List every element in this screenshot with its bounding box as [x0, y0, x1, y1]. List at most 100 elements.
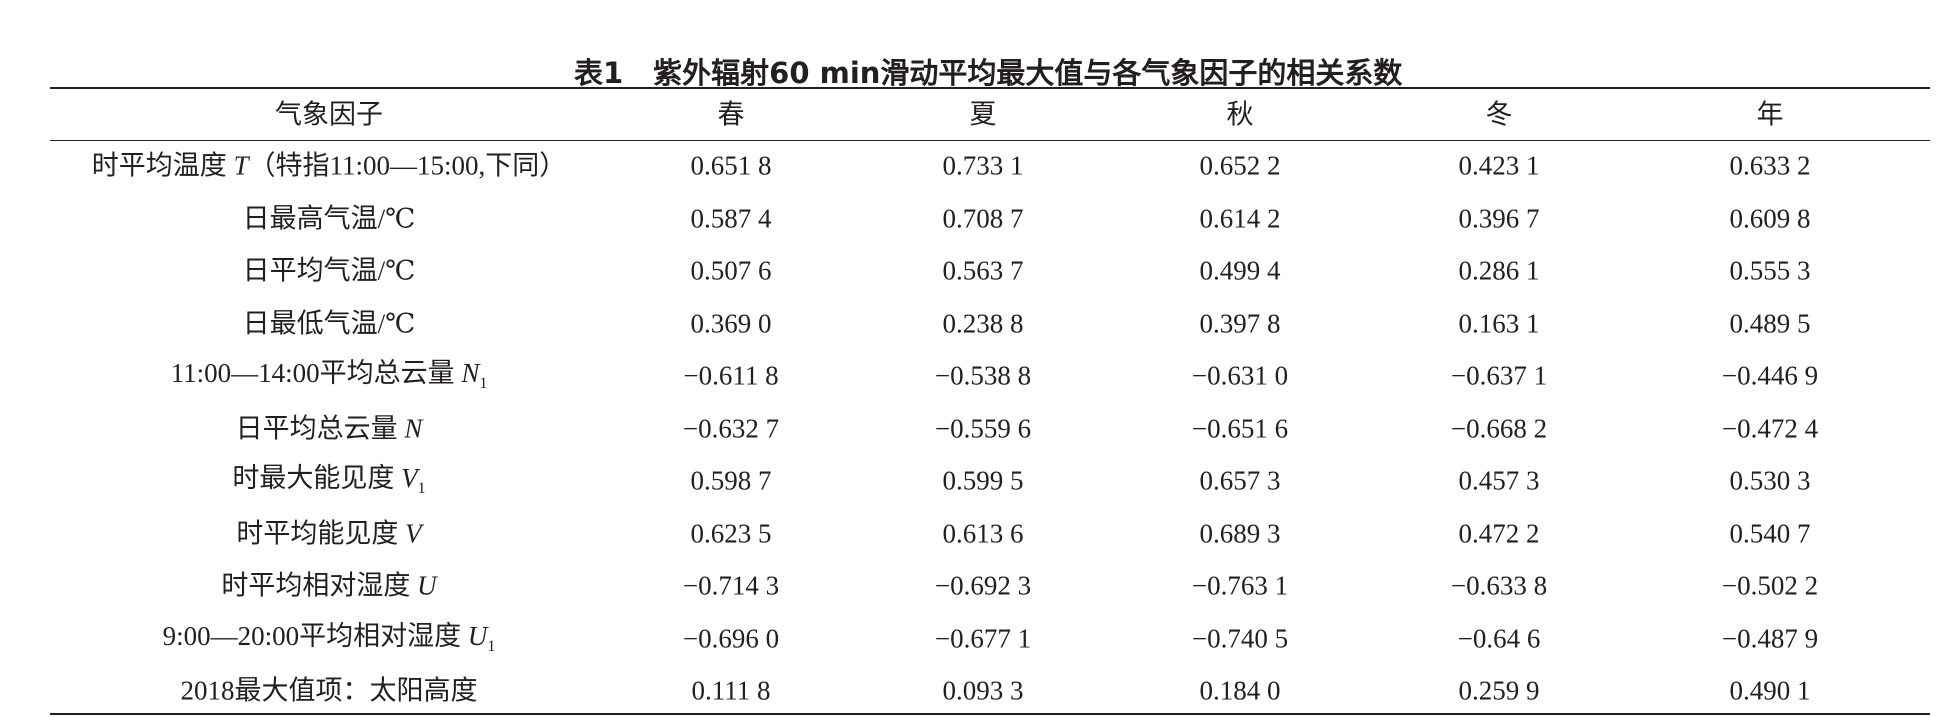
value-cell: −0.446 9 [1721, 360, 1819, 391]
factor-cell: 时平均相对湿度 U [221, 570, 437, 601]
header-cell: 夏 [969, 99, 997, 130]
value-cell: −0.611 8 [683, 360, 779, 391]
value-cell: −0.763 1 [1191, 570, 1289, 601]
value-cell: 0.689 3 [1199, 518, 1281, 548]
value-cell: 0.530 3 [1729, 465, 1811, 496]
factor-variable: V [405, 518, 422, 548]
factor-subscript: 1 [479, 375, 488, 392]
table-title: 表1 紫外辐射60 min滑动平均最大值与各气象因子的相关系数 [0, 16, 1936, 126]
value-cell: −0.651 6 [1191, 413, 1289, 443]
value-cell: 0.623 5 [690, 518, 772, 548]
header-cell: 秋 [1226, 99, 1254, 130]
value-cell: −0.64 6 [1457, 623, 1541, 653]
header-rule [50, 140, 1930, 141]
factor-text: 2018最大值项：太阳高度 [180, 675, 478, 706]
value-cell: 0.111 8 [691, 675, 771, 706]
value-cell: −0.692 3 [934, 570, 1032, 601]
value-cell: 0.490 1 [1729, 675, 1811, 706]
top-rule [50, 87, 1930, 89]
value-cell: 0.599 5 [942, 465, 1024, 496]
value-cell: 0.286 1 [1458, 255, 1540, 286]
value-cell: 0.507 6 [690, 255, 772, 286]
bottom-rule [50, 713, 1930, 715]
header-cell: 春 [717, 99, 745, 130]
value-cell: −0.472 4 [1721, 413, 1819, 443]
value-cell: 0.708 7 [942, 203, 1024, 233]
value-cell: 0.238 8 [942, 308, 1024, 338]
factor-text: 日最低气温/℃ [242, 308, 416, 338]
factor-text: 日最高气温/℃ [242, 203, 416, 233]
factor-cell: 2018最大值项：太阳高度 [180, 675, 478, 706]
value-cell: −0.559 6 [934, 413, 1032, 443]
value-cell: 0.396 7 [1458, 203, 1540, 233]
factor-cell: 时最大能见度 V1 [232, 465, 425, 497]
value-cell: −0.632 7 [682, 413, 780, 443]
factor-cell: 11:00—14:00平均总云量 N1 [171, 360, 488, 392]
value-cell: 0.652 2 [1199, 150, 1281, 181]
table-caption: 紫外辐射60 min滑动平均最大值与各气象因子的相关系数 [653, 56, 1403, 90]
factor-subscript: 1 [417, 480, 426, 497]
header-cell: 冬 [1485, 99, 1513, 130]
value-cell: 0.609 8 [1729, 203, 1811, 233]
value-cell: −0.637 1 [1450, 360, 1548, 391]
value-cell: 0.369 0 [690, 308, 772, 338]
header-cell: 年 [1756, 99, 1784, 130]
value-cell: 0.657 3 [1199, 465, 1281, 496]
value-cell: −0.668 2 [1450, 413, 1548, 443]
factor-cell: 9:00—20:00平均相对湿度 U1 [162, 620, 496, 655]
value-cell: 0.489 5 [1729, 308, 1811, 338]
value-cell: 0.555 3 [1729, 255, 1811, 286]
factor-cell: 日平均总云量 N [236, 415, 423, 442]
value-cell: 0.614 2 [1199, 203, 1281, 233]
factor-text: 时最大能见度 [232, 463, 402, 493]
value-cell: 0.587 4 [690, 203, 772, 233]
header-cell: 气象因子 [275, 99, 383, 130]
value-cell: 0.163 1 [1458, 308, 1540, 338]
value-cell: 0.259 9 [1458, 675, 1540, 706]
value-cell: 0.457 3 [1458, 465, 1540, 496]
value-cell: −0.740 5 [1191, 623, 1289, 653]
value-cell: 0.397 8 [1199, 308, 1281, 338]
factor-text: 11:00—14:00平均总云量 [170, 358, 462, 388]
value-cell: 0.184 0 [1199, 675, 1281, 706]
factor-variable: T [233, 150, 249, 181]
factor-text: 日平均总云量 [235, 413, 405, 443]
value-cell: 0.472 2 [1458, 518, 1540, 548]
value-cell: −0.538 8 [934, 360, 1032, 391]
factor-text: 日平均气温/℃ [242, 255, 416, 286]
factor-text: 时平均能见度 [236, 518, 406, 548]
factor-text: 9:00—20:00平均相对湿度 [162, 620, 468, 651]
factor-text: 时平均相对湿度 [221, 570, 418, 601]
factor-subscript: 1 [487, 637, 496, 655]
value-cell: −0.502 2 [1721, 570, 1819, 601]
factor-cell: 时平均温度 T（特指11:00—15:00,下同） [91, 150, 567, 181]
value-cell: 0.651 8 [690, 150, 772, 181]
factor-variable: N [404, 413, 423, 443]
value-cell: 0.093 3 [942, 675, 1024, 706]
table-number: 表1 [573, 56, 624, 90]
value-cell: −0.696 0 [682, 623, 780, 653]
value-cell: −0.714 3 [682, 570, 780, 601]
value-cell: −0.677 1 [934, 623, 1032, 653]
value-cell: −0.633 8 [1450, 570, 1548, 601]
value-cell: 0.423 1 [1458, 150, 1540, 181]
factor-text: （特指11:00—15:00,下同） [248, 150, 567, 181]
value-cell: 0.613 6 [942, 518, 1024, 548]
value-cell: 0.563 7 [942, 255, 1024, 286]
factor-variable: U [417, 570, 437, 601]
value-cell: 0.598 7 [690, 465, 772, 496]
value-cell: −0.631 0 [1191, 360, 1289, 391]
value-cell: 0.633 2 [1729, 150, 1811, 181]
factor-cell: 时平均能见度 V [236, 520, 421, 547]
factor-text: 时平均温度 [91, 150, 234, 181]
factor-variable: U [467, 620, 488, 651]
factor-variable: N [461, 358, 480, 388]
factor-variable: V [401, 463, 418, 493]
factor-cell: 日最低气温/℃ [243, 310, 416, 337]
value-cell: 0.499 4 [1199, 255, 1281, 286]
value-cell: 0.540 7 [1729, 518, 1811, 548]
factor-cell: 日最高气温/℃ [243, 205, 416, 232]
value-cell: 0.733 1 [942, 150, 1024, 181]
factor-cell: 日平均气温/℃ [242, 255, 416, 286]
